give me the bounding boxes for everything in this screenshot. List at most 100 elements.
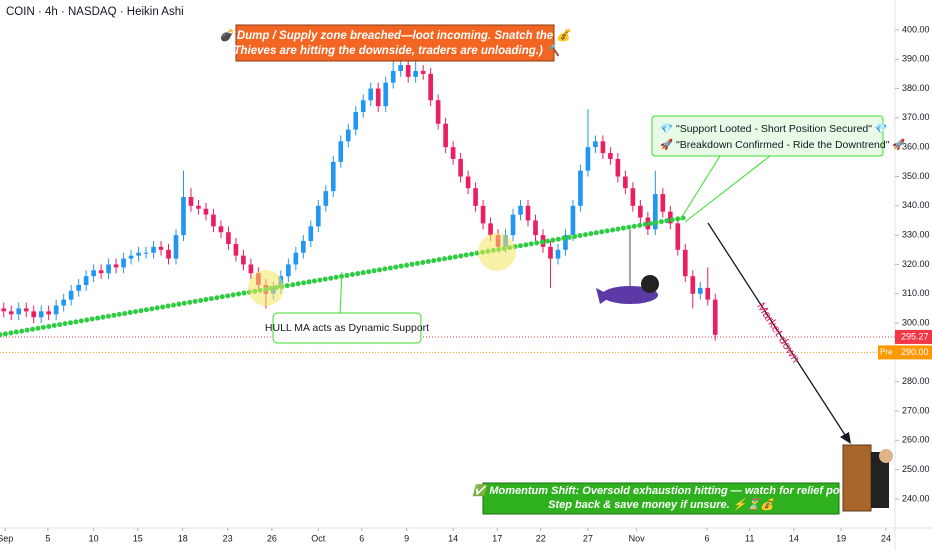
price-tag xyxy=(895,345,932,360)
hull-ma-line xyxy=(0,215,688,338)
candle-body xyxy=(368,88,374,101)
x-tick-label: 11 xyxy=(745,533,754,543)
price-tag-prefix xyxy=(878,345,895,360)
candle-body xyxy=(151,246,156,253)
candle-body xyxy=(83,276,89,285)
candle-body xyxy=(323,191,329,206)
candle-body xyxy=(338,141,344,162)
annotation-text: (Thieves are hitting the downside, trade… xyxy=(230,43,563,57)
x-tick-label: 6 xyxy=(359,533,364,543)
candle-body xyxy=(645,217,651,230)
candle-body xyxy=(53,305,59,315)
candle-body xyxy=(600,141,606,154)
y-tick-label: 400.00 xyxy=(902,24,930,34)
candle-body xyxy=(450,147,456,159)
annotation-box xyxy=(651,115,884,157)
candle-body xyxy=(525,205,531,221)
annotation-text: 🚀 "Breakdown Confirmed - Ride the Downtr… xyxy=(660,138,905,151)
x-tick-label: 19 xyxy=(836,533,846,543)
annotation-text: 💎 "Support Looted - Short Position Secur… xyxy=(660,123,888,135)
candle-body xyxy=(226,232,231,244)
candle-body xyxy=(308,226,314,241)
y-tick-label: 300.00 xyxy=(902,317,930,327)
arrow-head xyxy=(840,432,851,444)
candle-body xyxy=(593,141,598,148)
y-tick-label: 330.00 xyxy=(902,229,930,239)
y-tick-label: 390.00 xyxy=(902,54,930,64)
candle-body xyxy=(660,194,666,212)
y-tick-label: 360.00 xyxy=(902,142,930,152)
y-tick-label: 270.00 xyxy=(902,405,930,415)
candle-body xyxy=(383,82,389,107)
candle-body xyxy=(675,223,681,250)
candle-body xyxy=(563,235,568,250)
candle-body xyxy=(128,255,134,259)
candle-body xyxy=(458,158,463,177)
candle-body xyxy=(31,311,37,318)
candle-body xyxy=(578,170,583,206)
candle-body xyxy=(398,65,404,71)
x-tick-label: 23 xyxy=(223,533,233,543)
candle-body xyxy=(23,308,29,312)
candle-body xyxy=(473,188,478,206)
y-tick-label: 250.00 xyxy=(902,464,930,474)
candle-body xyxy=(173,235,179,259)
thief-illustration xyxy=(596,230,659,304)
candle-body xyxy=(113,264,119,268)
y-tick-label: 340.00 xyxy=(902,200,930,210)
candle-body xyxy=(241,255,246,265)
price-tag xyxy=(895,329,932,344)
y-tick-label: 240.00 xyxy=(902,493,930,503)
candle-body xyxy=(360,100,366,112)
highlight xyxy=(248,270,284,306)
annotation-text: ✅ Momentum Shift: Oversold exhaustion hi… xyxy=(473,484,850,497)
annotation-box xyxy=(235,24,555,62)
candle-body xyxy=(615,158,621,177)
y-tick-label: 350.00 xyxy=(902,171,930,181)
callout-line xyxy=(679,155,771,223)
y-tick-label: 370.00 xyxy=(902,112,930,122)
x-tick-label: 15 xyxy=(133,533,143,543)
candle-body xyxy=(91,270,96,277)
x-tick-label: 22 xyxy=(536,533,546,543)
candle-body xyxy=(518,205,523,215)
candle-body xyxy=(121,258,126,268)
plot-area xyxy=(0,26,895,353)
price-tag-prefix-label: Pre xyxy=(880,348,893,357)
candle-body xyxy=(98,270,104,274)
candle-body xyxy=(158,246,164,250)
candle-body xyxy=(623,176,628,189)
candle-body xyxy=(585,147,591,171)
candle-body xyxy=(203,208,209,215)
candle-body xyxy=(196,205,201,209)
x-tick-label: 27 xyxy=(583,533,593,543)
x-tick-label: 9 xyxy=(404,533,409,543)
candle-body xyxy=(682,249,688,277)
candle-body xyxy=(330,161,336,192)
x-tick-label: 14 xyxy=(448,533,458,543)
annotation-box xyxy=(482,482,840,515)
candle-body xyxy=(697,287,703,294)
x-tick-label: 26 xyxy=(267,533,277,543)
candle-body xyxy=(345,129,351,142)
x-tick-label: 6 xyxy=(705,533,710,543)
candle-body xyxy=(8,311,14,315)
candle-body xyxy=(667,211,673,224)
candle-body xyxy=(106,264,111,274)
candle-body xyxy=(286,264,291,277)
y-tick-label: 380.00 xyxy=(902,83,930,93)
candle-body xyxy=(68,290,74,300)
candle-body xyxy=(570,205,576,236)
candle-body xyxy=(375,88,381,107)
arrow xyxy=(707,222,848,439)
candle-body xyxy=(638,205,643,218)
candle-body xyxy=(315,205,321,227)
candle-body xyxy=(136,252,141,256)
x-tick-label: 10 xyxy=(89,533,99,543)
candle-body xyxy=(712,299,718,335)
annotation-text: 💣 Dump / Supply zone breached—loot incom… xyxy=(218,28,572,43)
x-tick-label: Sep xyxy=(0,533,13,543)
y-tick-label: 320.00 xyxy=(902,259,930,269)
candle-body xyxy=(61,299,66,306)
